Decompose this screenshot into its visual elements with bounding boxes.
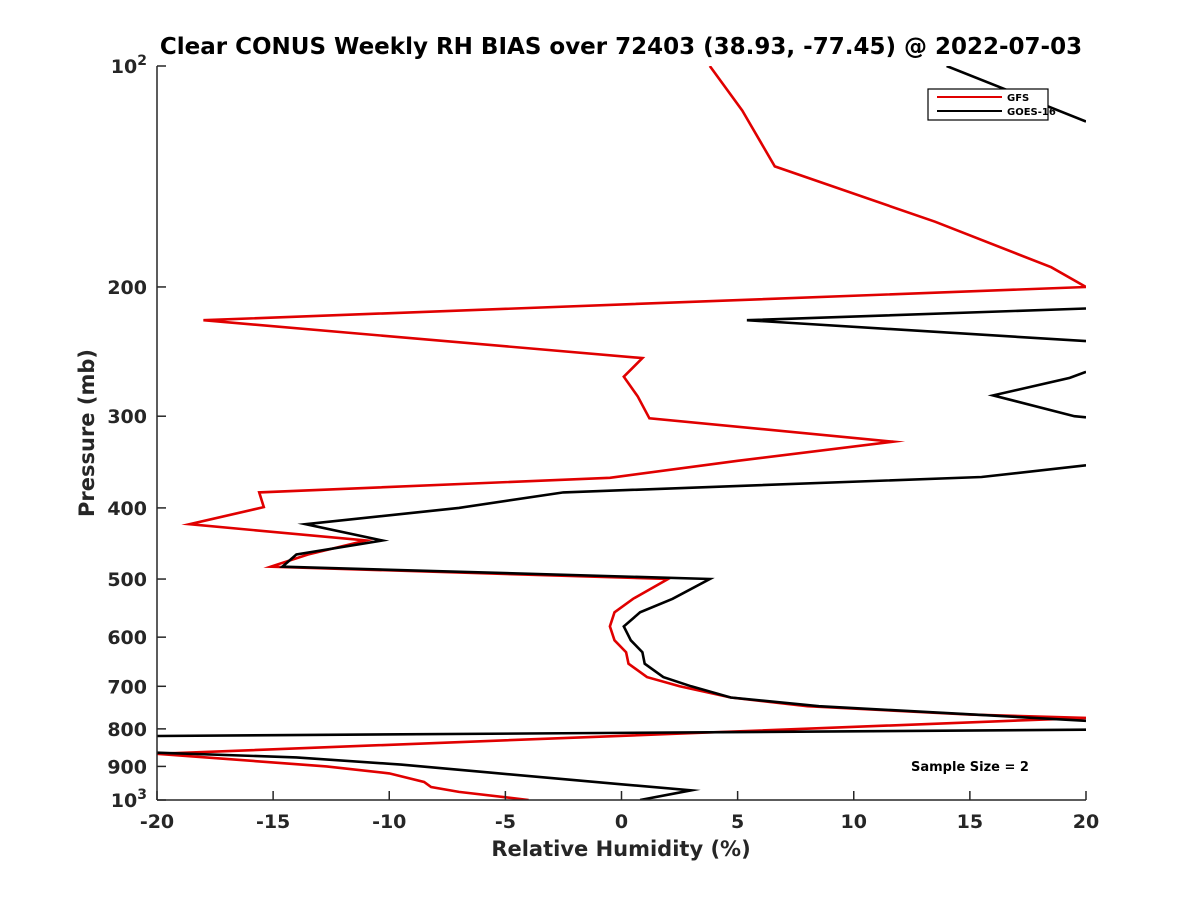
x-tick-label: 0 — [615, 811, 628, 833]
y-tick-label: 700 — [107, 676, 147, 698]
legend-label-goes16: GOES-16 — [1007, 107, 1056, 118]
x-tick-label: 5 — [731, 811, 744, 833]
series-line-goes16-3 — [279, 464, 1086, 723]
y-tick-label: 200 — [107, 277, 147, 299]
series-line-goes16-5 — [157, 751, 701, 800]
legend: GFS GOES-16 — [927, 88, 1056, 121]
y-tick-label: 500 — [107, 569, 147, 591]
x-tick-label: 10 — [841, 811, 867, 833]
y-axis-label: Pressure (mb) — [75, 349, 99, 517]
y-tick-label: 600 — [107, 627, 147, 649]
x-tick-label: -20 — [140, 811, 174, 833]
chart-title: Clear CONUS Weekly RH BIAS over 72403 (3… — [160, 34, 1082, 60]
x-tick-label: -15 — [256, 811, 290, 833]
axes-layer: -20 -15 -10 -5 0 5 10 15 20 200 300 400 500 600 700 800… — [107, 53, 1099, 833]
y-tick-label: 800 — [107, 719, 147, 741]
x-tick-label: 15 — [957, 811, 983, 833]
x-axis-label: Relative Humidity (%) — [491, 837, 750, 861]
y-tick-label-power: 103 — [111, 787, 147, 812]
x-tick-label: -5 — [495, 811, 516, 833]
x-tick-label: 20 — [1073, 811, 1099, 833]
plot-area — [157, 66, 1086, 800]
y-tick-label: 300 — [107, 406, 147, 428]
y-tick-label-power: 102 — [111, 53, 147, 78]
legend-box — [927, 88, 1049, 121]
series-line-goes16-4 — [157, 728, 1086, 738]
series-line-goes16-1 — [746, 307, 1086, 343]
y-tick-label: 900 — [107, 756, 147, 778]
x-tick-label: -10 — [372, 811, 406, 833]
y-tick-label: 400 — [107, 498, 147, 520]
sample-size-annotation: Sample Size = 2 — [911, 760, 1029, 775]
legend-label-gfs: GFS — [1007, 93, 1029, 104]
series-line-goes16-2 — [987, 370, 1086, 419]
